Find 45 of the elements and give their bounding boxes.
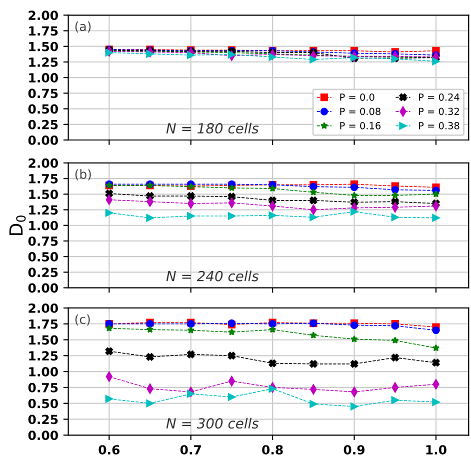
x-tick-label: 0.7: [180, 445, 201, 455]
y-tick-label: 0.00: [28, 283, 58, 293]
y-tick-label: 1.75: [29, 320, 58, 329]
annotation: N = 300 cells: [166, 418, 259, 429]
y-tick-label: 0.00: [28, 430, 58, 440]
x-tick-label: 1.0: [426, 445, 446, 455]
annotation: N = 180 cells: [166, 122, 259, 134]
x-tick-label: 0.9: [344, 445, 365, 455]
y-tick-label: 1.50: [29, 42, 58, 52]
y-tick-label: 0.50: [28, 252, 58, 262]
legend-label: P = 0.0: [340, 93, 374, 101]
x-tick-label: 0.6: [98, 445, 120, 455]
y-tick-label: 2.00: [28, 10, 58, 20]
legend-label: P = 0.16: [340, 122, 381, 130]
y-tick-label: 0.25: [28, 414, 58, 424]
y-tick-label: 1.00: [29, 220, 58, 230]
y-tick-label: 1.50: [29, 190, 58, 200]
y-tick-label: 1.00: [29, 73, 58, 82]
y-tick-label: 0.00: [28, 135, 58, 145]
annotation: N = 240 cells: [166, 270, 259, 282]
y-tick-label: 1.25: [29, 205, 58, 215]
y-tick-label: 0.25: [28, 120, 58, 130]
y-tick-label: 2.00: [28, 158, 58, 168]
annotation: (b): [75, 169, 91, 180]
y-tick-label: 2.00: [28, 303, 58, 313]
y-tick-label: 1.00: [29, 367, 58, 376]
y-tick-label: 1.75: [29, 26, 58, 36]
y-tick-label: 1.75: [29, 174, 58, 184]
legend-label: P = 0.38: [419, 122, 460, 130]
y-tick-label: 0.25: [28, 268, 58, 278]
legend-label: P = 0.24: [419, 93, 460, 101]
y-tick-label: 0.75: [28, 88, 58, 98]
x-tick-label: 0.8: [262, 445, 283, 455]
y-axis-title: D$_{0}$: [9, 215, 26, 235]
y-tick-label: 0.50: [28, 104, 58, 114]
annotation: (a): [75, 21, 91, 33]
y-tick-label: 1.25: [29, 351, 58, 361]
y-tick-label: 1.25: [29, 57, 58, 67]
annotation: (c): [75, 314, 90, 326]
y-tick-label: 0.75: [28, 382, 58, 392]
legend-label: P = 0.32: [419, 108, 459, 116]
y-tick-label: 1.50: [29, 335, 58, 345]
y-tick-label: 0.75: [28, 236, 58, 246]
y-tick-label: 0.50: [28, 398, 58, 408]
legend-label: P = 0.08: [340, 108, 380, 116]
